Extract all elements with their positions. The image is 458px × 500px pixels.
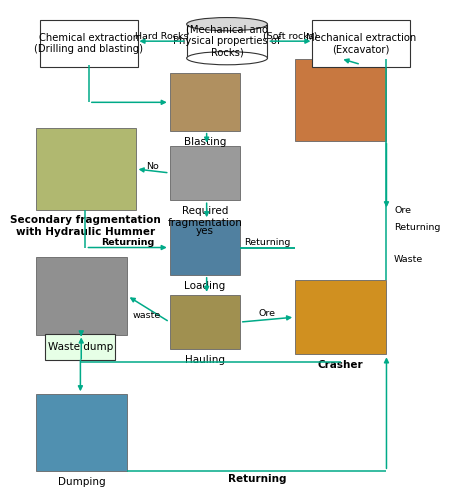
Bar xyxy=(169,74,240,130)
Text: Chemical extraction
(Drilling and blasting): Chemical extraction (Drilling and blasti… xyxy=(34,33,143,54)
FancyBboxPatch shape xyxy=(45,334,115,360)
Text: Dumping: Dumping xyxy=(58,477,105,487)
Bar xyxy=(36,128,136,210)
FancyBboxPatch shape xyxy=(312,20,410,68)
Bar xyxy=(36,394,127,471)
Bar xyxy=(36,258,127,334)
Ellipse shape xyxy=(187,52,267,65)
Text: Waste dump: Waste dump xyxy=(48,342,113,352)
Bar xyxy=(187,24,267,58)
Bar xyxy=(169,294,240,350)
Ellipse shape xyxy=(187,18,267,31)
Text: Returning: Returning xyxy=(244,238,291,247)
Bar xyxy=(295,280,387,354)
Text: Required
fragmentation: Required fragmentation xyxy=(167,206,242,228)
Bar xyxy=(295,58,387,140)
Text: (Mechanical and
Physical properties of
Rocks): (Mechanical and Physical properties of R… xyxy=(173,24,281,58)
Text: Hauling: Hauling xyxy=(185,356,225,366)
Text: Returning: Returning xyxy=(228,474,286,484)
Bar xyxy=(169,146,240,201)
Text: waste: waste xyxy=(133,311,161,320)
Text: Blasting: Blasting xyxy=(184,136,226,146)
Text: Returning: Returning xyxy=(101,238,154,247)
Text: Ore: Ore xyxy=(259,308,276,318)
Text: Ore: Ore xyxy=(394,206,411,214)
Text: Secondary fragmentation
with Hydraulic Hummer: Secondary fragmentation with Hydraulic H… xyxy=(11,215,161,237)
Text: Loading: Loading xyxy=(184,281,225,291)
Text: No: No xyxy=(146,162,159,171)
FancyBboxPatch shape xyxy=(40,20,138,68)
Text: Hard Rocks: Hard Rocks xyxy=(135,32,188,40)
Bar xyxy=(169,220,240,275)
Text: (Soft rocks): (Soft rocks) xyxy=(263,32,318,40)
Text: Waste: Waste xyxy=(394,256,423,264)
Text: Returning: Returning xyxy=(394,223,441,232)
Text: yes: yes xyxy=(196,226,214,236)
Text: Crasher: Crasher xyxy=(318,360,364,370)
Text: Mechanical extraction
(Excavator): Mechanical extraction (Excavator) xyxy=(306,33,416,54)
